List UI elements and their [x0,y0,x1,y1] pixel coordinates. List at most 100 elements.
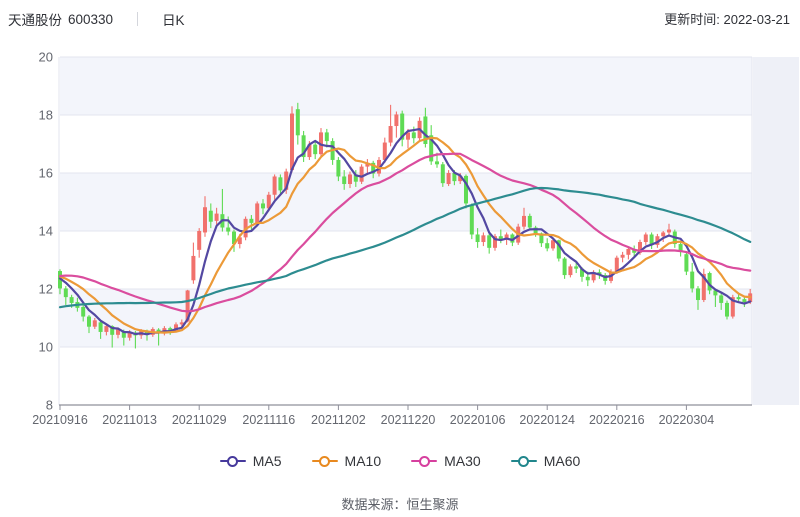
candle-up[interactable] [92,320,97,327]
ma-line-ma60[interactable] [58,186,752,309]
candle-up[interactable] [214,213,219,221]
candle-down[interactable] [232,231,236,245]
candle-up[interactable] [667,229,671,233]
candle-down[interactable] [371,162,376,174]
candle-down[interactable] [585,276,590,281]
candle-down[interactable] [533,227,538,234]
candle-up[interactable] [290,113,294,171]
candle-down[interactable] [98,322,103,332]
candle-up[interactable] [197,231,202,250]
candle-down[interactable] [353,174,358,182]
candle-down[interactable] [678,244,683,252]
candle-up[interactable] [377,159,381,174]
candle-up[interactable] [504,234,509,240]
candle-down[interactable] [249,218,254,223]
candle-down[interactable] [423,116,428,144]
candle-up[interactable] [446,173,451,185]
candle-down[interactable] [208,210,213,222]
candle-down[interactable] [684,254,689,272]
candle-up[interactable] [701,273,706,301]
candle-up[interactable] [203,207,207,233]
candle-down[interactable] [168,328,173,332]
candle-down[interactable] [713,290,718,296]
candle-down[interactable] [690,271,695,289]
ma-line-ma5[interactable] [58,128,752,336]
candle-up[interactable] [272,176,277,195]
candle-up[interactable] [365,162,370,167]
candle-down[interactable] [301,135,306,158]
candle-up[interactable] [620,254,625,258]
candle-up[interactable] [730,297,735,317]
candle-down[interactable] [435,161,439,165]
legend-item-ma30[interactable]: MA30 [411,453,481,469]
candle-down[interactable] [707,273,712,291]
candle-down[interactable] [261,203,265,209]
candle-up[interactable] [591,272,596,281]
candle-down[interactable] [63,288,68,298]
candle-up[interactable] [661,232,666,237]
candle-down[interactable] [336,159,341,177]
candle-up[interactable] [458,175,463,182]
candle-up[interactable] [284,171,289,190]
candle-down[interactable] [452,173,457,182]
ma-line-ma10[interactable] [58,136,752,334]
candle-down[interactable] [400,113,405,140]
candle-up[interactable] [522,215,526,227]
candle-down[interactable] [469,204,474,235]
candle-up[interactable] [185,290,190,322]
candle-down[interactable] [696,288,700,301]
candle-down[interactable] [498,236,503,240]
candle-down[interactable] [562,258,567,276]
candle-down[interactable] [464,175,468,204]
candle-down[interactable] [440,164,445,184]
candle-up[interactable] [614,257,619,272]
candle-down[interactable] [295,109,300,136]
candle-down[interactable] [574,266,579,269]
candle-up[interactable] [174,324,178,332]
candle-up[interactable] [394,114,399,127]
candle-up[interactable] [127,332,132,338]
candle-down[interactable] [510,234,515,243]
candle-down[interactable] [725,302,729,317]
candle-down[interactable] [487,235,492,248]
candle-up[interactable] [643,234,648,243]
candle-up[interactable] [266,194,271,209]
candle-down[interactable] [411,132,416,139]
candle-down[interactable] [87,316,91,327]
candle-up[interactable] [237,237,242,245]
candle-down[interactable] [545,243,550,249]
candle-up[interactable] [104,326,109,332]
candle-down[interactable] [429,135,434,162]
candle-down[interactable] [580,268,584,277]
candle-down[interactable] [539,233,544,244]
candle-down[interactable] [81,306,86,317]
candle-down[interactable] [342,176,347,185]
legend-item-ma60[interactable]: MA60 [510,453,580,469]
candle-up[interactable] [638,242,642,253]
candle-down[interactable] [145,331,149,335]
candle-up[interactable] [359,166,364,182]
candle-up[interactable] [655,236,660,245]
candle-up[interactable] [116,329,120,335]
candle-up[interactable] [388,126,393,143]
candle-up[interactable] [406,132,410,140]
candle-down[interactable] [226,227,231,232]
legend-item-ma5[interactable]: MA5 [219,453,282,469]
candle-up[interactable] [307,144,312,158]
candle-down[interactable] [324,132,329,142]
candle-up[interactable] [348,174,352,185]
candle-up[interactable] [179,322,184,325]
candle-up[interactable] [255,203,260,223]
candle-down[interactable] [313,144,318,155]
candle-up[interactable] [481,235,486,243]
candle-up[interactable] [493,236,497,248]
ma-line-ma30[interactable] [58,152,752,313]
legend-item-ma10[interactable]: MA10 [311,453,381,469]
candle-down[interactable] [556,240,561,259]
candle-down[interactable] [742,299,747,303]
candle-down[interactable] [121,331,126,338]
candle-down[interactable] [110,326,115,335]
candle-down[interactable] [527,215,532,228]
candle-down[interactable] [649,234,654,245]
